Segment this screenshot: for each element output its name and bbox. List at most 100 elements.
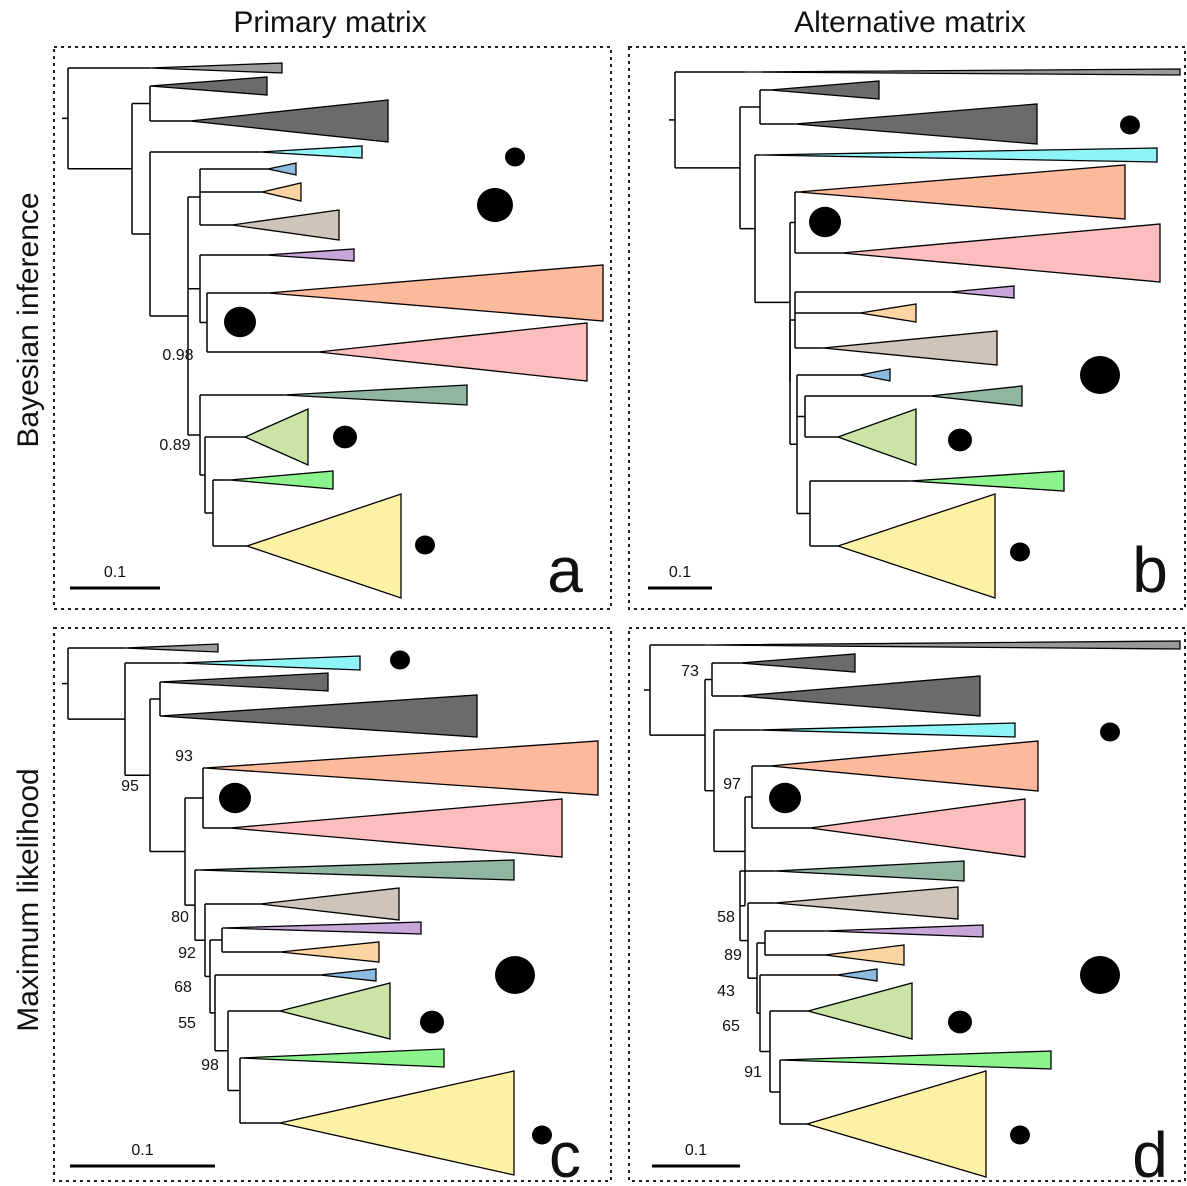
- clade-triangle: [835, 493, 996, 599]
- clade-triangle: [704, 640, 1181, 650]
- clade-triangle: [124, 643, 219, 653]
- clade-triangle: [279, 1070, 515, 1176]
- clade-triangle: [159, 694, 478, 738]
- taxon-silhouette: [1120, 115, 1140, 135]
- clade-triangle: [836, 968, 878, 982]
- clade-triangle: [159, 672, 329, 692]
- support-value: 73: [681, 663, 699, 680]
- support-value: 55: [178, 1015, 196, 1032]
- taxon-silhouette: [505, 147, 525, 167]
- taxon-silhouette: [420, 1010, 444, 1034]
- taxon-silhouette: [224, 306, 256, 338]
- clade-triangle: [189, 99, 389, 143]
- clade-triangle: [909, 470, 1065, 492]
- clade-triangle: [797, 164, 1126, 220]
- clade-triangle: [759, 722, 1016, 738]
- column-header: Alternative matrix: [794, 6, 1026, 39]
- support-value: 0.98: [162, 347, 193, 364]
- clade-triangle: [279, 982, 391, 1040]
- support-value: 98: [201, 1057, 219, 1074]
- taxon-silhouette: [1010, 1125, 1030, 1145]
- clade-triangle: [744, 68, 1181, 76]
- taxon-silhouette: [809, 206, 841, 238]
- clade-triangle: [267, 264, 604, 322]
- clade-triangle: [149, 76, 268, 96]
- panel-letter: b: [1132, 534, 1168, 606]
- row-header: Maximum likelihood: [12, 768, 45, 1031]
- clade-triangle: [779, 1050, 1052, 1070]
- clade-triangle: [221, 921, 422, 935]
- clade-triangle: [769, 740, 1039, 792]
- taxon-silhouette: [1080, 356, 1120, 394]
- clade-triangle: [759, 147, 1158, 163]
- support-value: 43: [717, 983, 735, 1000]
- clade-triangle: [739, 653, 856, 673]
- clade-triangle: [774, 886, 959, 920]
- taxon-silhouette: [769, 782, 801, 814]
- clade-triangle: [805, 982, 913, 1040]
- clade-triangle: [267, 162, 297, 176]
- clade-triangle: [769, 80, 880, 100]
- taxon-silhouette: [477, 187, 513, 223]
- taxon-silhouette: [948, 1010, 972, 1034]
- panel-letter: a: [547, 534, 583, 606]
- panel-borders: [53, 46, 1186, 1182]
- clade-triangle: [283, 384, 468, 406]
- clade-triangle: [794, 103, 1038, 145]
- clade-triangle: [229, 470, 334, 490]
- clade-triangle: [279, 941, 380, 963]
- clade-triangle: [204, 740, 599, 796]
- support-value: 91: [744, 1064, 762, 1081]
- support-value: 65: [722, 1018, 740, 1035]
- clade-triangle: [859, 368, 891, 382]
- support-value: 58: [717, 909, 735, 926]
- taxon-silhouette: [532, 1125, 552, 1145]
- support-value: 97: [723, 776, 741, 793]
- clade-triangle: [243, 407, 309, 467]
- clade-triangle: [265, 248, 355, 262]
- taxon-silhouette: [333, 425, 357, 449]
- clade-triangle: [929, 385, 1023, 407]
- clade-triangle: [229, 798, 563, 858]
- clade-triangle: [319, 968, 377, 982]
- clade-triangle: [231, 209, 340, 241]
- support-value: 68: [174, 979, 192, 996]
- clade-triangle: [804, 1070, 987, 1178]
- panel-letter: c: [549, 1119, 581, 1186]
- clade-triangle: [259, 145, 363, 159]
- taxon-silhouette: [415, 535, 435, 555]
- support-value: 93: [175, 748, 193, 765]
- clade-triangle: [261, 182, 302, 202]
- taxon-silhouette: [219, 782, 251, 814]
- row-header: Bayesian inference: [12, 192, 45, 447]
- clade-triangle: [822, 330, 998, 366]
- clade-triangle: [259, 887, 400, 921]
- clade-triangle: [824, 924, 984, 938]
- clade-triangle: [836, 408, 917, 466]
- taxon-silhouette: [1010, 542, 1030, 562]
- clade-triangle: [824, 944, 905, 966]
- taxon-silhouette: [495, 956, 535, 994]
- scale-label: 0.1: [104, 564, 126, 581]
- clade-triangle: [809, 798, 1026, 858]
- clade-triangle: [774, 860, 965, 882]
- clade-triangle: [244, 493, 402, 599]
- panel-letter: d: [1132, 1119, 1168, 1186]
- clade-triangle: [197, 859, 515, 881]
- clade-triangle: [841, 223, 1161, 283]
- clade-triangle: [179, 655, 361, 671]
- support-value: 0.89: [159, 437, 190, 454]
- clade-triangle: [739, 675, 981, 717]
- taxon-silhouette: [948, 428, 972, 452]
- scale-label: 0.1: [669, 564, 691, 581]
- scale-label: 0.1: [685, 1142, 707, 1159]
- support-value: 95: [121, 778, 139, 795]
- clade-triangle: [317, 322, 588, 382]
- support-value: 89: [724, 947, 742, 964]
- clade-triangle: [239, 1048, 445, 1068]
- support-value: 92: [178, 945, 196, 962]
- clade-triangle: [149, 62, 283, 74]
- scale-label: 0.1: [131, 1142, 153, 1159]
- support-value: 80: [171, 909, 189, 926]
